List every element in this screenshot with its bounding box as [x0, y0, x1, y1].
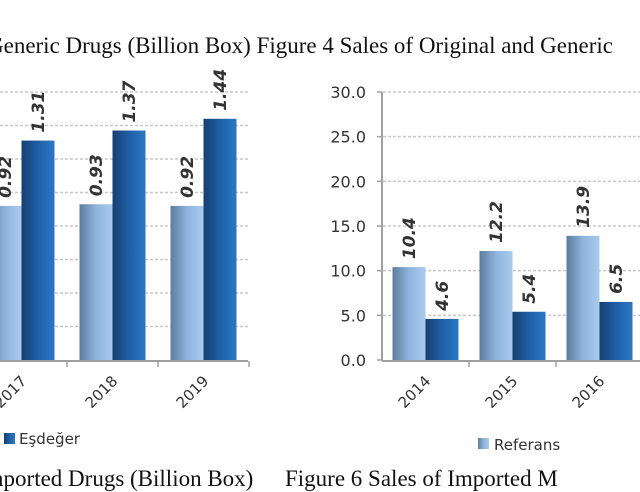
bar-2014-s1 [425, 318, 459, 360]
y-tick-label: 15.0 [330, 217, 366, 236]
y-tick-label: 0.0 [341, 351, 366, 370]
x-tick-label: 2015 [482, 372, 522, 412]
bar-2019-s1 [203, 118, 237, 360]
bar-2015-s1 [512, 311, 546, 360]
bar-2016-s0 [566, 235, 600, 360]
y-tick-label: 20.0 [330, 172, 366, 191]
chart-original-sales: 0.0 5.0 10.0 15.0 20.0 25.0 30.0 2014 10.4 4.6 201… [330, 83, 640, 412]
bar-2018-s0 [79, 204, 113, 360]
figure-caption-top: Generic Drugs (Billion Box) Figure 4 Sal… [0, 33, 613, 58]
charts-canvas: 2017 0.92 1.31 2018 0.93 1.37 2019 0.92 1.44 0.0… [0, 69, 640, 454]
data-label: 6.5 [607, 264, 627, 294]
bar-2017-s1 [21, 140, 55, 360]
x-tick-label: 2018 [82, 372, 122, 412]
x-tick-label: 2016 [569, 372, 609, 412]
legend-right: Referans [478, 436, 560, 454]
data-label: 10.4 [400, 217, 420, 259]
figure-caption-bottom-right: Figure 6 Sales of Imported M [285, 466, 558, 491]
chart-generic-sales: 2017 0.92 1.31 2018 0.93 1.37 2019 0.92 1.44 [0, 69, 250, 412]
y-tick-label: 30.0 [330, 83, 366, 102]
data-label: 12.2 [487, 201, 507, 243]
data-label: 0.93 [87, 154, 107, 196]
data-label: 1.44 [211, 69, 231, 111]
bar-2014-s0 [392, 267, 426, 360]
bar-2016-s1 [599, 301, 633, 360]
data-label: 0.92 [0, 156, 16, 198]
legend-swatch-referans [478, 438, 489, 449]
y-tick-label: 10.0 [330, 262, 366, 281]
data-label: 0.92 [178, 156, 198, 198]
y-tick-label: 25.0 [330, 128, 366, 147]
data-label: 13.9 [574, 186, 594, 228]
bar-2019-s0 [170, 205, 204, 360]
x-tick-label: 2017 [0, 372, 30, 412]
data-label: 4.6 [433, 281, 453, 312]
bar-2017-s0 [0, 205, 22, 360]
bar-2018-s1 [112, 130, 146, 360]
x-tick-label: 2014 [395, 372, 435, 412]
data-label: 1.37 [120, 80, 140, 122]
legend-swatch-esdeger [4, 433, 15, 444]
data-label: 1.31 [29, 91, 49, 133]
legend-left: Eşdeğer [4, 430, 81, 448]
legend-label-esdeger: Eşdeğer [19, 430, 81, 448]
figure-caption-bottom-left: Imported Drugs (Billion Box) [0, 466, 254, 491]
x-tick-label: 2019 [173, 372, 213, 412]
bar-2015-s0 [479, 251, 513, 360]
y-tick-label: 5.0 [341, 306, 366, 325]
data-label: 5.4 [520, 274, 540, 304]
legend-label-referans: Referans [494, 436, 560, 454]
